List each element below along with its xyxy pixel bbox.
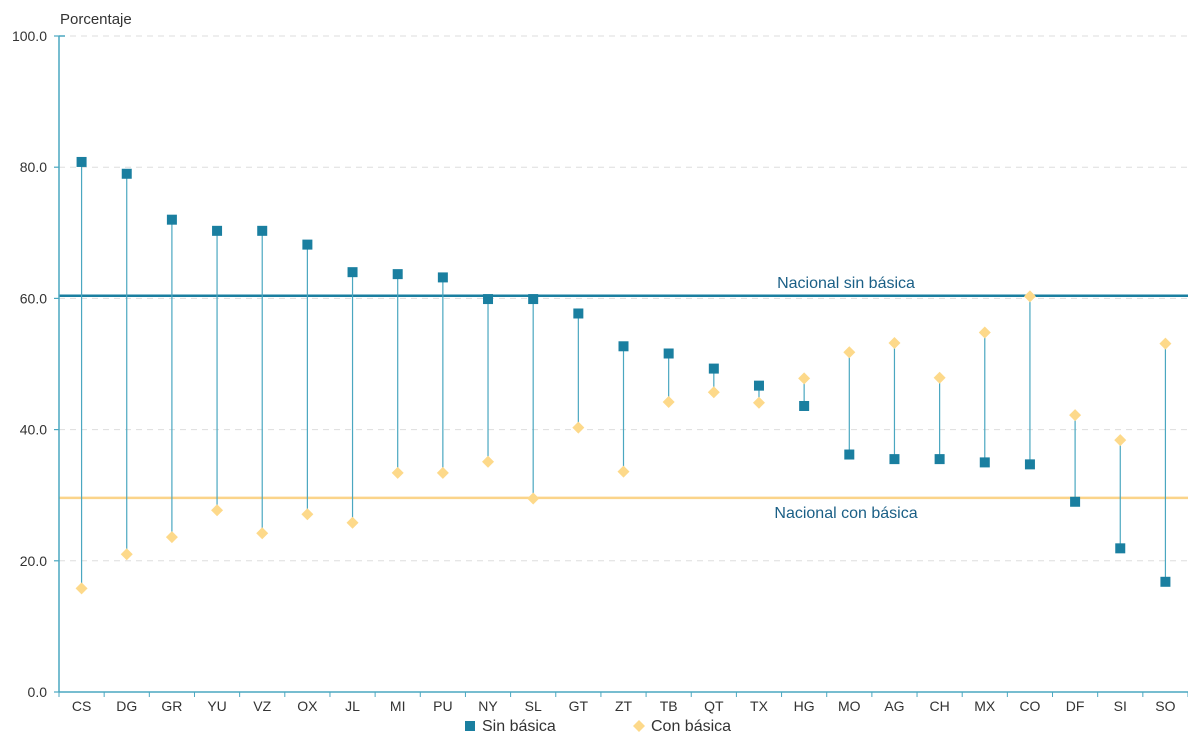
- sin-basica-point-pu: [437, 272, 448, 283]
- con-basica-point-zt: [617, 465, 630, 478]
- category-label-ny: NY: [478, 698, 498, 714]
- con-basica-point-dg: [120, 548, 133, 561]
- legend: Sin básica Con básica: [465, 718, 731, 735]
- axes: [54, 35, 1188, 697]
- sin-basica-point-si: [1115, 543, 1126, 554]
- category-label-ch: CH: [930, 698, 950, 714]
- sin-basica-point-ch: [934, 454, 945, 465]
- category-label-mi: MI: [390, 698, 406, 714]
- category-label-gr: GR: [161, 698, 182, 714]
- sin-basica-point-qt: [708, 363, 719, 374]
- y-tick-label: 40.0: [20, 422, 47, 438]
- con-basica-point-df: [1069, 409, 1082, 422]
- markers: [75, 156, 1172, 595]
- category-label-df: DF: [1066, 698, 1085, 714]
- con-basica-point-mx: [978, 326, 991, 339]
- y-tick-label: 20.0: [20, 553, 47, 569]
- labels: Porcentaje 0.0 20.0 40.0 60.0 80.0 100.0 CS DG G…: [12, 11, 1176, 714]
- sin-basica-point-ox: [302, 239, 313, 250]
- category-label-qt: QT: [704, 698, 724, 714]
- category-label-hg: HG: [794, 698, 815, 714]
- category-label-tx: TX: [750, 698, 769, 714]
- category-label-gt: GT: [569, 698, 589, 714]
- legend-marker-sin-basica: [465, 721, 475, 731]
- con-basica-point-co: [1023, 290, 1036, 303]
- legend-label-con-basica: Con básica: [651, 718, 731, 735]
- category-label-si: SI: [1114, 698, 1127, 714]
- sin-basica-point-cs: [76, 156, 87, 167]
- legend-label-sin-basica: Sin básica: [482, 718, 556, 735]
- con-basica-point-pu: [436, 466, 449, 479]
- sin-basica-point-ag: [889, 454, 900, 465]
- con-basica-point-tx: [752, 396, 765, 409]
- reference-line-label-1: Nacional con básica: [774, 505, 917, 522]
- sin-basica-point-sl: [528, 294, 539, 305]
- sin-basica-point-hg: [799, 400, 810, 411]
- category-label-co: CO: [1019, 698, 1040, 714]
- reference-line-label-0: Nacional sin básica: [777, 275, 915, 292]
- category-label-mo: MO: [838, 698, 861, 714]
- category-label-so: SO: [1155, 698, 1175, 714]
- sin-basica-point-tb: [663, 348, 674, 359]
- sin-basica-point-jl: [347, 267, 358, 278]
- con-basica-point-si: [1114, 434, 1127, 447]
- sin-basica-point-dg: [121, 168, 132, 179]
- con-basica-point-tb: [662, 396, 675, 409]
- sin-basica-point-mo: [844, 449, 855, 460]
- sin-basica-point-co: [1024, 459, 1035, 470]
- sin-basica-point-yu: [212, 225, 223, 236]
- sin-basica-point-gt: [573, 308, 584, 319]
- category-label-vz: VZ: [253, 698, 271, 714]
- y-tick-label: 60.0: [20, 290, 47, 306]
- sin-basica-point-zt: [618, 341, 629, 352]
- con-basica-point-mo: [843, 346, 856, 359]
- category-label-pu: PU: [433, 698, 452, 714]
- con-basica-point-ch: [933, 371, 946, 384]
- con-basica-point-jl: [346, 516, 359, 529]
- y-tick-label: 0.0: [28, 684, 48, 700]
- y-tick-label: 80.0: [20, 159, 47, 175]
- sin-basica-point-gr: [166, 214, 177, 225]
- category-label-yu: YU: [207, 698, 226, 714]
- category-label-ag: AG: [884, 698, 904, 714]
- category-label-dg: DG: [116, 698, 137, 714]
- sin-basica-point-vz: [257, 225, 268, 236]
- con-basica-point-yu: [211, 504, 224, 517]
- sin-basica-point-ny: [483, 294, 494, 305]
- category-label-tb: TB: [660, 698, 678, 714]
- y-axis-label: Porcentaje: [60, 11, 132, 28]
- sin-basica-point-df: [1070, 496, 1081, 507]
- sin-basica-point-so: [1160, 576, 1171, 587]
- grid-lines: [59, 35, 1188, 562]
- category-label-jl: JL: [345, 698, 360, 714]
- category-label-ox: OX: [297, 698, 318, 714]
- legend-marker-con-basica: [633, 720, 645, 732]
- category-label-mx: MX: [974, 698, 996, 714]
- category-label-cs: CS: [72, 698, 91, 714]
- sin-basica-point-mx: [979, 457, 990, 468]
- reference-lines: [59, 294, 1188, 500]
- con-basica-point-cs: [75, 582, 88, 595]
- con-basica-point-ag: [888, 337, 901, 350]
- con-basica-point-vz: [256, 527, 269, 540]
- sin-basica-point-mi: [392, 269, 403, 280]
- con-basica-point-ox: [301, 508, 314, 521]
- category-label-zt: ZT: [615, 698, 633, 714]
- category-label-sl: SL: [525, 698, 542, 714]
- con-basica-point-gr: [165, 531, 178, 544]
- y-tick-label: 100.0: [12, 28, 47, 44]
- con-basica-point-ny: [482, 455, 495, 468]
- sin-basica-point-tx: [753, 380, 764, 391]
- stems: [80, 161, 1167, 589]
- con-basica-point-gt: [572, 421, 585, 434]
- con-basica-point-qt: [707, 386, 720, 399]
- con-basica-point-so: [1159, 337, 1172, 350]
- con-basica-point-mi: [391, 466, 404, 479]
- con-basica-point-sl: [527, 492, 540, 505]
- con-basica-point-hg: [798, 372, 811, 385]
